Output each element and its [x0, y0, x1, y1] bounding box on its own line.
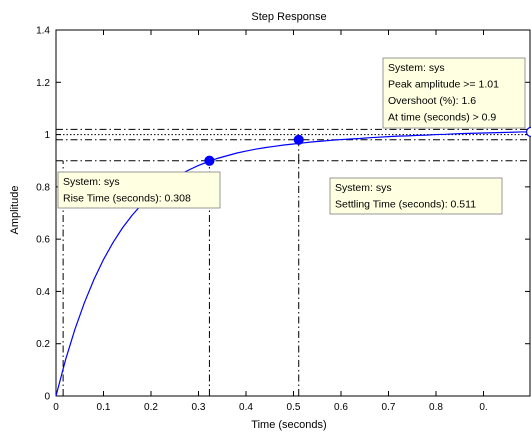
peak-annotation-line: Overshoot (%): 1.6 [388, 95, 476, 107]
peak-marker[interactable] [527, 127, 531, 136]
x-tick-label: 0.6 [334, 402, 348, 413]
y-tick-label: 1 [44, 130, 50, 141]
peak-annotation-line: Peak amplitude >= 1.01 [388, 79, 499, 91]
x-tick-label: 0.4 [239, 402, 253, 413]
peak-annotation-line: System: sys [388, 62, 445, 74]
x-tick-label: 0.8 [429, 402, 443, 413]
characteristic-point-marker[interactable] [205, 156, 214, 165]
x-tick-label: 0. [479, 402, 487, 413]
y-axis-label: Amplitude [9, 186, 21, 235]
rise-time-annotation-line: Rise Time (seconds): 0.308 [63, 193, 191, 205]
y-tick-label: 0.2 [36, 339, 50, 350]
peak-annotation-line: At time (seconds) > 0.9 [388, 112, 496, 124]
characteristic-point-marker[interactable] [294, 135, 303, 144]
y-tick-label: 0.6 [36, 235, 50, 246]
y-tick-label: 1.2 [36, 78, 50, 89]
y-tick-label: 0.8 [36, 182, 50, 193]
x-tick-label: 0.1 [97, 402, 111, 413]
plot-area: 0 0.1 0.2 0.3 0.4 0.5 0.6 0.7 0.8 0. 0 0.2 0.4 0.6 0.8… [36, 26, 531, 414]
x-tick-label: 0.5 [287, 402, 301, 413]
chart-title: Step Response [251, 11, 326, 23]
x-tick-label: 0 [53, 402, 59, 413]
x-axis-label: Time (seconds) [251, 419, 326, 431]
y-tick-label: 1.4 [36, 26, 50, 37]
x-tick-label: 0.3 [192, 402, 206, 413]
y-tick-label: 0 [44, 392, 50, 403]
settling-time-annotation-line: Settling Time (seconds): 0.511 [335, 199, 476, 211]
x-tick-label: 0.2 [144, 402, 158, 413]
x-tick-label: 0.7 [382, 402, 396, 413]
y-tick-label: 0.4 [36, 287, 50, 298]
settling-time-annotation-line: System: sys [335, 182, 392, 194]
rise-time-annotation-line: System: sys [63, 176, 120, 188]
